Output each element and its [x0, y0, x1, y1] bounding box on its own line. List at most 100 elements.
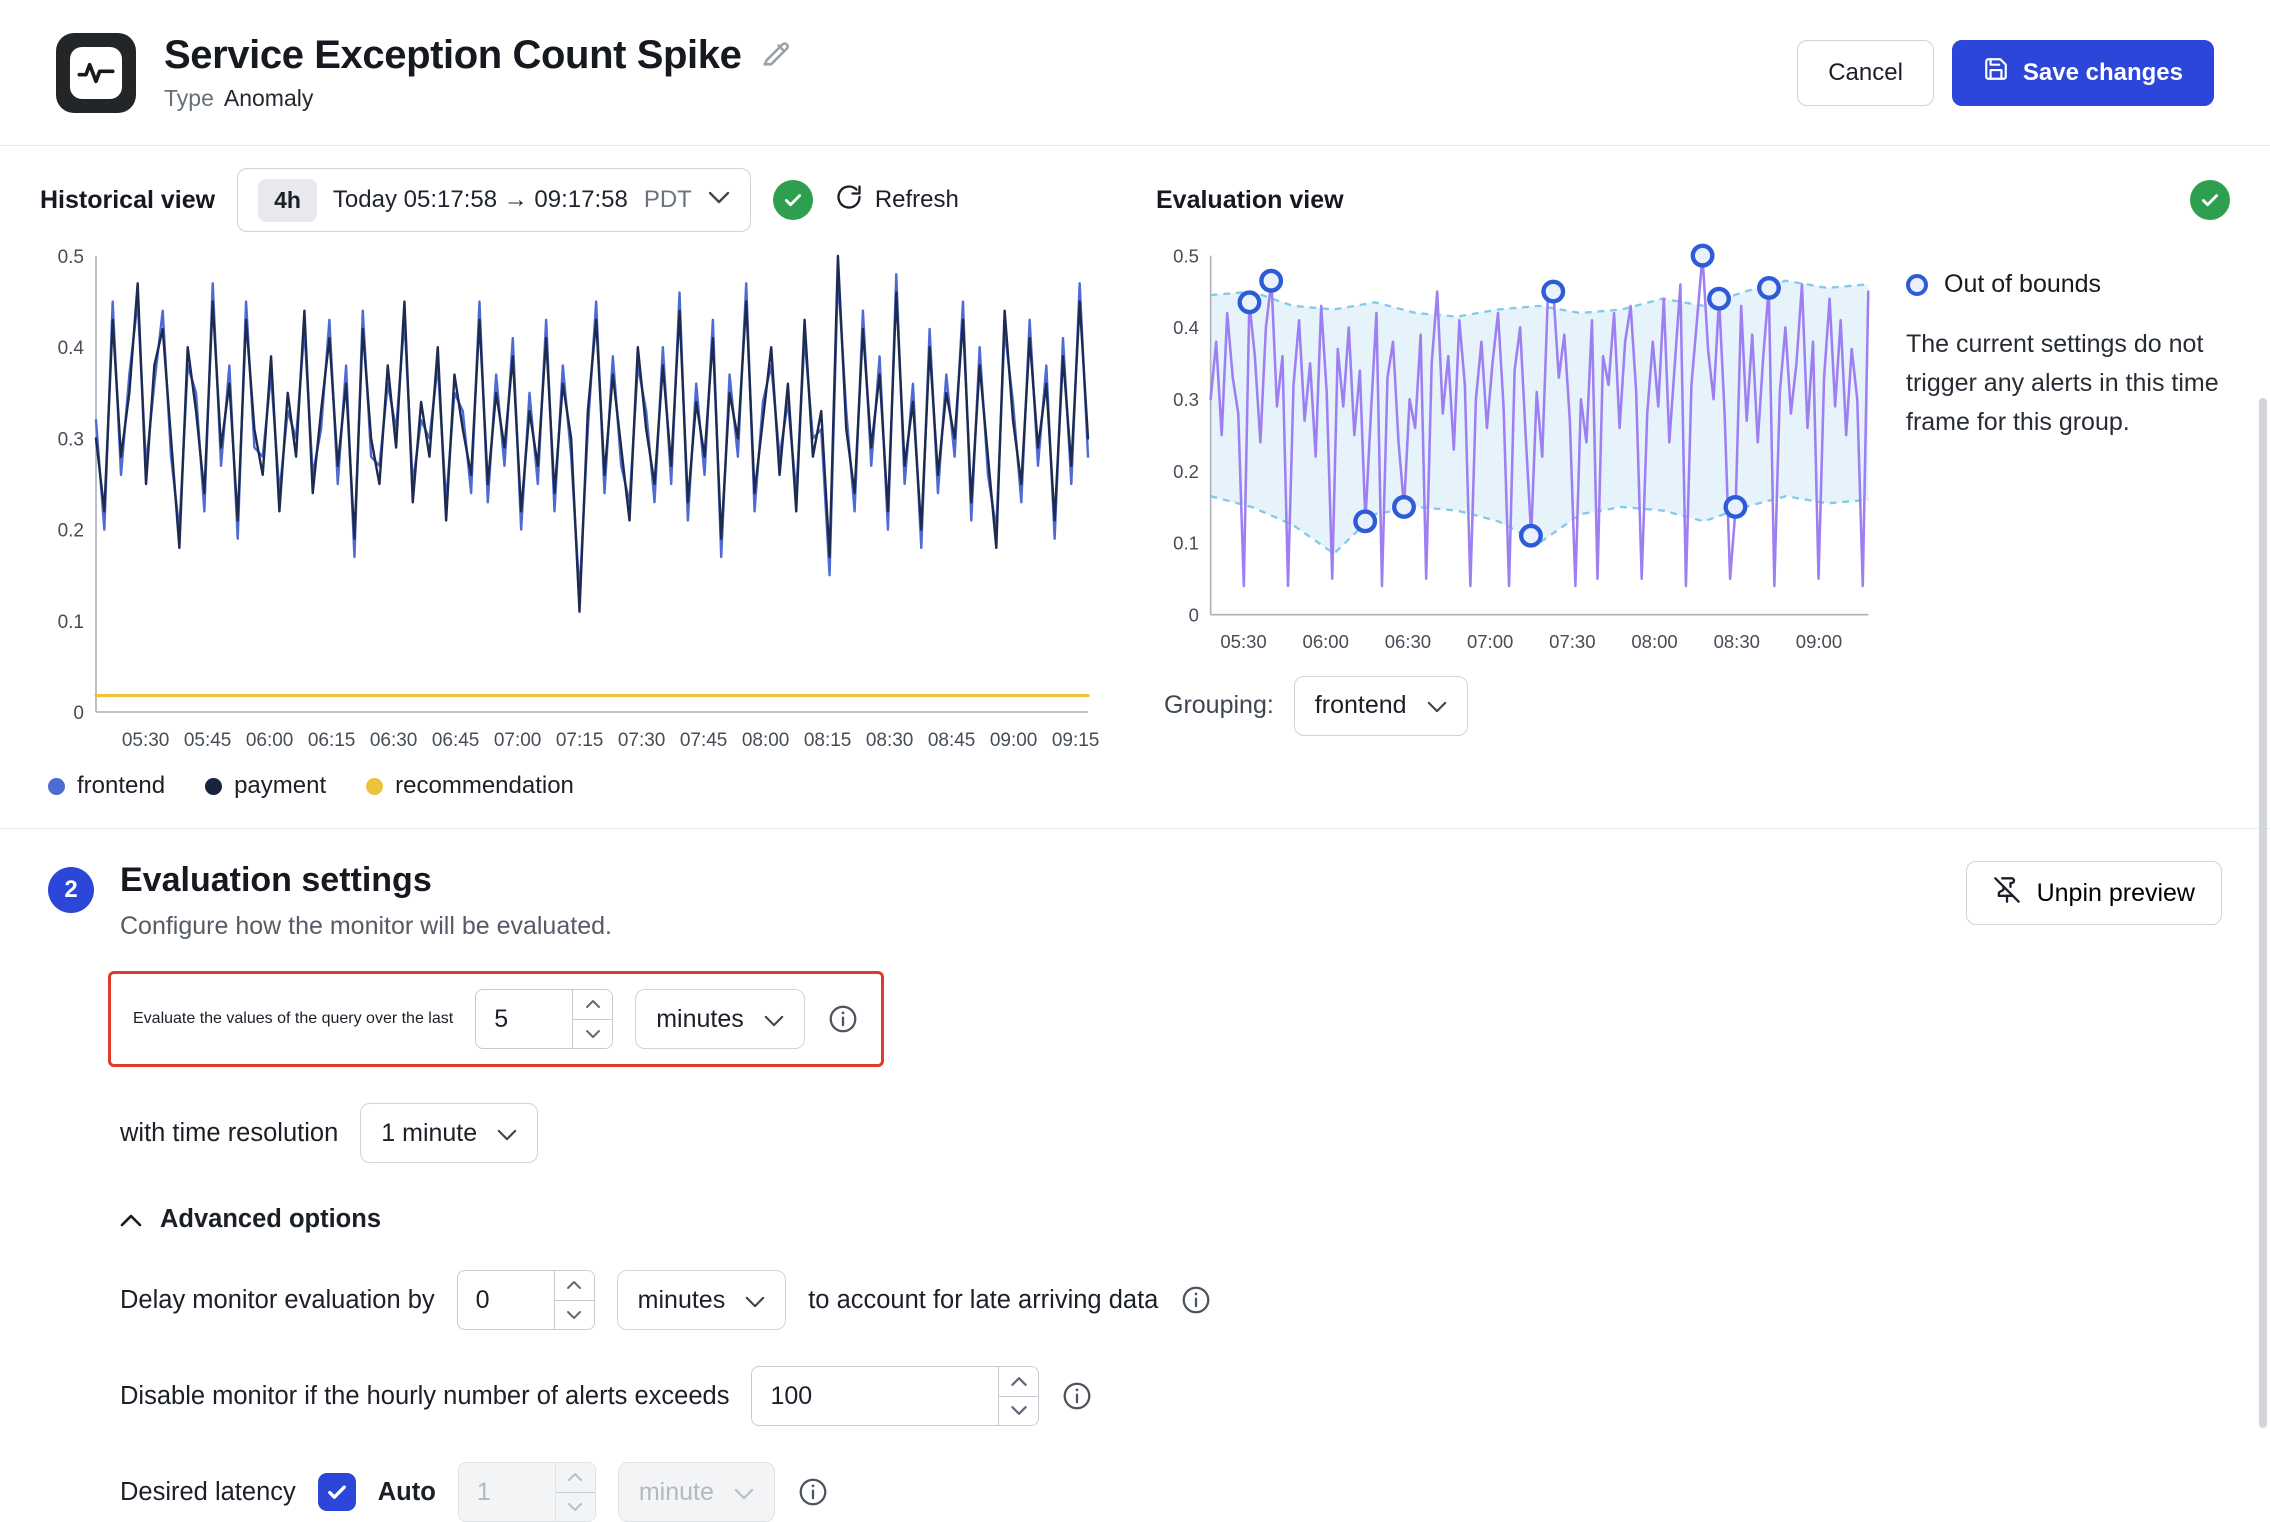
svg-text:0: 0 — [73, 703, 84, 724]
svg-text:08:15: 08:15 — [804, 730, 852, 751]
out-of-bounds-icon — [1906, 273, 1928, 296]
scrollbar[interactable] — [2259, 398, 2267, 1428]
info-icon[interactable] — [1180, 1284, 1212, 1316]
svg-text:0.2: 0.2 — [58, 521, 84, 542]
svg-text:08:45: 08:45 — [928, 730, 976, 751]
svg-text:0.5: 0.5 — [1173, 245, 1199, 266]
svg-text:06:00: 06:00 — [1303, 631, 1349, 652]
svg-text:0.2: 0.2 — [1173, 461, 1199, 482]
svg-text:0.4: 0.4 — [58, 338, 85, 359]
svg-text:0.1: 0.1 — [58, 612, 84, 633]
svg-text:08:00: 08:00 — [1631, 631, 1677, 652]
section-divider — [0, 828, 2270, 829]
stepper-down — [555, 1491, 595, 1521]
stepper-down[interactable] — [999, 1395, 1039, 1425]
evaluate-unit-select[interactable]: minutes — [635, 989, 805, 1049]
delay-label: Delay monitor evaluation by — [120, 1285, 435, 1314]
evaluation-settings-section: 2 Evaluation settings Configure how the … — [0, 829, 2270, 1522]
max-alerts-input[interactable]: 100 — [751, 1366, 1040, 1426]
info-icon[interactable] — [1061, 1380, 1093, 1412]
disable-label: Disable monitor if the hourly number of … — [120, 1381, 730, 1410]
info-icon[interactable] — [827, 1003, 859, 1035]
svg-text:0.3: 0.3 — [58, 429, 84, 450]
svg-text:08:00: 08:00 — [742, 730, 790, 751]
stepper-up[interactable] — [999, 1367, 1039, 1396]
page-header: Service Exception Count Spike Type Anomal… — [0, 0, 2270, 146]
chevron-down-icon — [764, 1005, 784, 1034]
delay-unit-select[interactable]: minutes — [616, 1270, 787, 1330]
out-of-bounds-label: Out of bounds — [1944, 270, 2102, 298]
save-changes-button[interactable]: Save changes — [1951, 39, 2214, 106]
grouping-label: Grouping: — [1164, 691, 1274, 720]
stepper-up[interactable] — [554, 1271, 594, 1300]
stepper-down[interactable] — [573, 1018, 613, 1048]
latency-auto-checkbox[interactable] — [317, 1473, 356, 1511]
stepper-up[interactable] — [573, 990, 613, 1019]
delay-suffix-label: to account for late arriving data — [808, 1285, 1159, 1314]
svg-text:06:30: 06:30 — [1385, 631, 1431, 652]
historical-chart[interactable]: 0 0.1 0.2 0.3 0.4 0.5 05:30 05:45 06:00 06:15 06:3… — [40, 240, 1100, 760]
svg-text:07:00: 07:00 — [1467, 631, 1513, 652]
grouping-select[interactable]: frontend — [1293, 675, 1468, 736]
svg-text:09:00: 09:00 — [1796, 631, 1842, 652]
evaluation-note: The current settings do not trigger any … — [1906, 330, 2219, 436]
cancel-button[interactable]: Cancel — [1797, 39, 1934, 106]
evaluate-window-input[interactable]: 5 — [475, 989, 614, 1049]
stepper-down[interactable] — [554, 1299, 594, 1329]
svg-text:08:30: 08:30 — [866, 730, 914, 751]
legend-item-payment[interactable]: payment — [205, 772, 326, 800]
latency-unit-select: minute — [617, 1462, 775, 1522]
svg-text:08:30: 08:30 — [1714, 631, 1760, 652]
edit-title-icon[interactable] — [759, 36, 793, 75]
svg-text:06:45: 06:45 — [432, 730, 480, 751]
monitor-type: Type Anomaly — [164, 85, 793, 112]
refresh-icon — [835, 183, 863, 218]
svg-text:07:15: 07:15 — [556, 730, 604, 751]
historical-legend: frontend payment recommendation — [48, 772, 1100, 800]
auto-label: Auto — [377, 1477, 436, 1506]
advanced-options-toggle[interactable]: Advanced options — [120, 1205, 2222, 1234]
status-check-icon — [772, 180, 813, 220]
evaluate-window-highlight: Evaluate the values of the query over th… — [108, 971, 884, 1067]
svg-text:07:45: 07:45 — [680, 730, 728, 751]
chevron-down-icon — [745, 1286, 765, 1315]
info-icon[interactable] — [797, 1476, 829, 1508]
step-2-badge: 2 — [48, 867, 94, 913]
pin-off-icon — [1993, 876, 2021, 911]
evaluate-window-label: Evaluate the values of the query over th… — [133, 1010, 454, 1027]
settings-title: Evaluation settings — [120, 861, 432, 899]
latency-value-input: 1 — [457, 1462, 596, 1522]
svg-text:07:30: 07:30 — [618, 730, 666, 751]
svg-text:0.1: 0.1 — [1173, 533, 1199, 554]
type-value: Anomaly — [223, 85, 314, 111]
recommendation-dot — [366, 777, 384, 795]
latency-label: Desired latency — [120, 1477, 296, 1506]
monitor-app-icon — [56, 32, 136, 113]
svg-text:0: 0 — [1189, 605, 1199, 626]
frontend-dot — [48, 777, 65, 795]
historical-view-panel: Historical view 4h Today 05:17:58 → 09:1… — [40, 160, 1100, 800]
evaluation-chart[interactable]: 0 0.1 0.2 0.3 0.4 0.5 05:30 06:00 06:30 07:00 07:3… — [1156, 240, 1880, 662]
svg-text:05:30: 05:30 — [122, 730, 170, 751]
payment-dot — [205, 777, 223, 795]
svg-text:06:15: 06:15 — [308, 730, 356, 751]
chevron-down-icon — [708, 191, 730, 209]
unpin-preview-button[interactable]: Unpin preview — [1965, 861, 2222, 925]
svg-text:0.3: 0.3 — [1173, 389, 1199, 410]
stepper-up — [555, 1463, 595, 1492]
legend-item-frontend[interactable]: frontend — [48, 772, 165, 800]
svg-text:05:45: 05:45 — [184, 730, 232, 751]
resolution-label: with time resolution — [120, 1118, 339, 1147]
svg-text:06:30: 06:30 — [370, 730, 418, 751]
page-title: Service Exception Count Spike — [164, 33, 742, 77]
svg-text:0.5: 0.5 — [58, 247, 84, 268]
evaluation-view-panel: Evaluation view 0 0.1 0.2 0.3 0.4 0.5 05:30 06:… — [1156, 160, 2230, 800]
legend-item-recommendation[interactable]: recommendation — [366, 772, 574, 800]
status-check-icon — [2190, 180, 2230, 220]
refresh-button[interactable]: Refresh — [835, 183, 959, 218]
chevron-down-icon — [734, 1478, 754, 1507]
delay-input[interactable]: 0 — [456, 1270, 595, 1330]
resolution-select[interactable]: 1 minute — [360, 1103, 539, 1163]
time-range-picker[interactable]: 4h Today 05:17:58 → 09:17:58 PDT — [237, 168, 751, 232]
svg-text:05:30: 05:30 — [1220, 631, 1266, 652]
